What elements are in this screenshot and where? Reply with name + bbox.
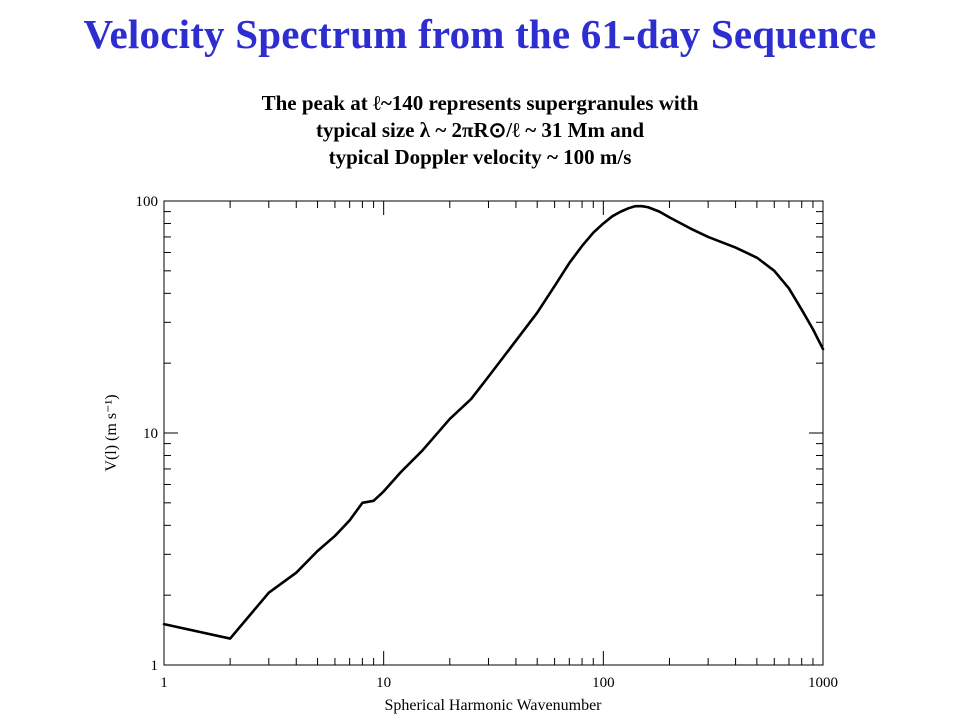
subtitle-line-3: typical Doppler velocity ~ 100 m/s <box>328 145 632 169</box>
x-tick-label: 10 <box>376 675 391 691</box>
minor-ticks <box>164 201 823 665</box>
y-tick-label: 1 <box>151 658 159 674</box>
subtitle-line-1: The peak at ℓ~140 represents supergranul… <box>261 91 699 115</box>
x-tick-label: 1000 <box>808 675 838 691</box>
slide-title: Velocity Spectrum from the 61-day Sequen… <box>83 11 877 57</box>
x-tick-labels: 1 10 100 1000 <box>160 675 838 691</box>
slide-subtitle: The peak at ℓ~140 represents supergranul… <box>0 90 960 171</box>
y-tick-label: 10 <box>143 426 158 442</box>
y-tick-labels: 1 10 100 <box>136 194 159 674</box>
velocity-spectrum-line <box>162 204 825 640</box>
y-tick-label: 100 <box>136 194 159 210</box>
chart-panel: 1 10 100 1000 1 10 100 Spherical Harmonic Wav… <box>92 183 864 720</box>
subtitle-line-2: typical size λ ~ 2πR⊙/ℓ ~ 31 Mm and <box>315 118 645 142</box>
x-tick-label: 100 <box>592 675 615 691</box>
velocity-spectrum-chart: 1 10 100 1000 1 10 100 Spherical Harmonic Wav… <box>103 194 838 714</box>
x-tick-label: 1 <box>160 675 168 691</box>
y-axis-label: V(l) (m s⁻¹) <box>103 394 120 471</box>
x-axis-label: Spherical Harmonic Wavenumber <box>384 697 602 714</box>
major-ticks <box>163 200 824 666</box>
plot-frame <box>163 200 824 666</box>
